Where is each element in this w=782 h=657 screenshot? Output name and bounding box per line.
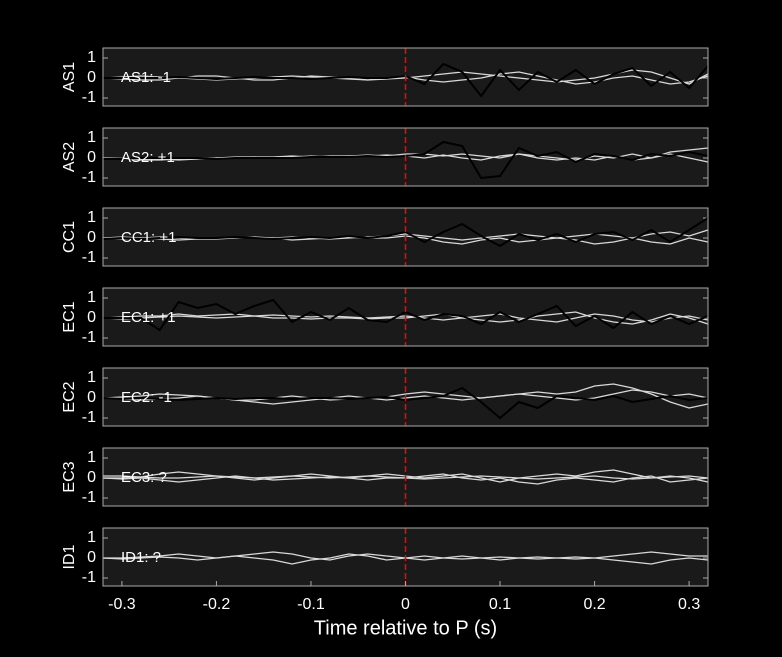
axes-frame	[102, 447, 709, 507]
y-axis-label: EC3	[61, 461, 78, 492]
y-axis-label: EC1	[61, 301, 78, 332]
x-tick-label: 0.1	[489, 596, 511, 613]
axes-frame	[102, 287, 709, 347]
x-axis-label: Time relative to P (s)	[314, 617, 497, 639]
x-tick-label: -0.2	[203, 596, 231, 613]
y-tick-label: 1	[87, 449, 96, 466]
y-tick-label: 0	[87, 149, 96, 166]
y-axis-label: AS2	[61, 142, 78, 172]
y-tick-label: 1	[87, 49, 96, 66]
y-tick-label: 1	[87, 129, 96, 146]
y-axis-label: EC2	[61, 381, 78, 412]
y-tick-label: 0	[87, 309, 96, 326]
y-tick-label: 0	[87, 549, 96, 566]
y-tick-label: -1	[82, 89, 96, 106]
x-tick-label: 0.2	[583, 596, 605, 613]
x-tick-label: 0	[401, 596, 410, 613]
x-tick-label: -0.1	[297, 596, 325, 613]
annotation: EC2: -1	[121, 389, 172, 406]
y-axis-label: AS1	[61, 62, 78, 92]
axes-frame	[102, 367, 709, 427]
y-axis-label: CC1	[61, 221, 78, 253]
y-tick-label: 1	[87, 529, 96, 546]
y-tick-label: -1	[82, 569, 96, 586]
x-tick-label: 0.3	[678, 596, 700, 613]
y-axis-label: ID1	[61, 544, 78, 569]
annotation: ID1: ?	[121, 549, 161, 566]
y-tick-label: 0	[87, 469, 96, 486]
y-tick-label: 1	[87, 289, 96, 306]
y-tick-label: -1	[82, 409, 96, 426]
annotation: CC1: +1	[121, 229, 176, 246]
annotation: EC1: +1	[121, 309, 176, 326]
annotation: AS1: -1	[121, 69, 171, 86]
y-tick-label: 1	[87, 209, 96, 226]
y-tick-label: -1	[82, 249, 96, 266]
y-tick-label: 1	[87, 369, 96, 386]
annotation: EC3: ?	[121, 469, 167, 486]
y-tick-label: -1	[82, 489, 96, 506]
y-tick-label: -1	[82, 169, 96, 186]
y-tick-label: -1	[82, 329, 96, 346]
y-tick-label: 0	[87, 389, 96, 406]
y-tick-label: 0	[87, 229, 96, 246]
axes-frame	[102, 47, 709, 107]
axes-frame	[102, 207, 709, 267]
x-tick-label: -0.3	[108, 596, 136, 613]
annotation: AS2: +1	[121, 149, 175, 166]
axes-frame	[102, 527, 709, 587]
axes-frame	[102, 127, 709, 187]
y-tick-label: 0	[87, 69, 96, 86]
